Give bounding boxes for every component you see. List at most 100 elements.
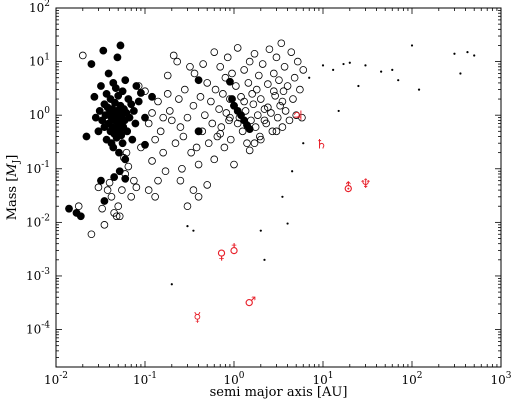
solar-system-planet: ⛢	[343, 181, 353, 196]
planet-point-open	[235, 113, 244, 122]
planet-point-open	[233, 44, 242, 52]
planet-point-open	[100, 221, 109, 229]
planet-point-dot	[321, 64, 325, 67]
x-tick-label: 101	[312, 371, 333, 387]
y-axis-label: Mass [MJ]	[5, 155, 22, 221]
planet-point-open	[120, 154, 128, 162]
planet-point-dot	[410, 44, 414, 47]
y-tick-label: 10-4	[26, 321, 50, 337]
y-tick-label: 10-2	[26, 213, 50, 229]
planet-point-open	[130, 176, 138, 185]
planet-point-filled	[90, 92, 99, 101]
planet-point-open	[159, 148, 167, 157]
planet-point-open	[156, 127, 165, 136]
planet-point-open	[166, 107, 174, 115]
y-axis-label-unit: M	[5, 163, 20, 178]
planet-point-open	[226, 135, 235, 144]
planet-point-open	[283, 82, 292, 90]
planet-point-filled	[127, 100, 136, 109]
planet-point-filled	[123, 127, 132, 136]
planet-point-filled	[137, 89, 145, 97]
planet-point-filled	[113, 53, 122, 62]
planet-point-dot	[337, 109, 340, 113]
planet-point-filled	[104, 69, 113, 78]
planet-point-open	[226, 113, 234, 122]
planet-point-open	[186, 62, 194, 71]
planet-point-dot	[417, 88, 421, 91]
planet-point-open	[148, 157, 156, 165]
planet-point-open	[98, 204, 106, 213]
planet-point-open	[250, 139, 259, 148]
planet-point-open	[115, 212, 124, 221]
planet-point-dot	[364, 64, 367, 67]
planet-point-dot	[286, 222, 289, 225]
planet-point-filled	[131, 119, 140, 128]
planet-point-open	[220, 143, 229, 152]
planet-point-filled	[134, 97, 143, 106]
tick-marks	[55, 8, 501, 368]
planet-point-dot	[466, 51, 469, 54]
planet-point-open	[176, 176, 185, 185]
planet-point-open	[277, 39, 286, 48]
planet-point-open	[281, 107, 290, 115]
planet-point-open	[107, 192, 116, 201]
planet-point-filled	[87, 60, 96, 68]
x-tick-label: 10-1	[133, 371, 157, 387]
planet-point-filled	[245, 125, 254, 133]
planet-point-open	[154, 176, 162, 185]
planet-point-open	[163, 90, 172, 98]
planet-point-open	[248, 90, 256, 98]
planet-point-open	[105, 178, 114, 187]
planet-point-open	[243, 139, 251, 148]
planet-point-filled	[129, 107, 138, 115]
x-tick-label: 10-2	[44, 371, 68, 387]
planet-point-filled	[118, 139, 127, 148]
planet-point-filled	[194, 76, 203, 85]
planet-point-filled	[116, 41, 125, 50]
solar-system-planet: ♄	[316, 137, 328, 152]
planet-point-filled	[141, 140, 149, 149]
planet-point-filled	[102, 89, 111, 98]
planet-point-open	[134, 82, 143, 90]
planet-point-open	[285, 116, 294, 125]
planet-point-open	[290, 73, 299, 82]
planet-point-dot	[308, 76, 311, 79]
planet-point-open	[189, 186, 198, 194]
planet-point-open	[114, 202, 123, 211]
planet-point-open	[148, 109, 156, 117]
planet-point-filled	[121, 76, 130, 85]
planet-point-dot	[170, 283, 173, 286]
planet-point-open	[112, 212, 121, 221]
planet-point-open	[228, 69, 236, 78]
planet-point-open	[217, 123, 226, 131]
planet-point-filled	[97, 176, 105, 185]
y-axis-label-main: Mass [	[5, 177, 20, 221]
planet-point-open	[252, 85, 261, 94]
planet-point-open	[237, 93, 245, 101]
planet-point-open	[173, 57, 181, 66]
planet-point-open	[169, 51, 178, 60]
planet-point-open	[201, 111, 209, 119]
planet-point-open	[240, 66, 248, 74]
planet-point-open	[223, 53, 232, 62]
planet-point-open	[124, 162, 133, 171]
planet-point-open	[222, 109, 231, 117]
planet-point-open	[273, 113, 282, 122]
planet-point-open	[245, 57, 254, 66]
planet-point-open	[230, 160, 238, 169]
planet-point-open	[278, 123, 287, 131]
planet-point-filled	[148, 92, 156, 101]
planet-point-open	[280, 62, 289, 71]
planet-point-dot	[281, 195, 284, 198]
planet-point-dot	[348, 61, 351, 64]
planet-point-open	[293, 57, 302, 66]
x-axis-label: semi major axis [AU]	[210, 385, 348, 400]
planet-point-dot	[186, 225, 189, 228]
planet-point-open	[289, 95, 297, 103]
planet-point-dot	[380, 70, 383, 73]
planet-point-open	[176, 123, 185, 131]
planet-point-open	[255, 71, 263, 80]
plot-frame	[55, 7, 502, 368]
planet-point-open	[221, 73, 230, 82]
planet-point-open	[167, 116, 176, 125]
